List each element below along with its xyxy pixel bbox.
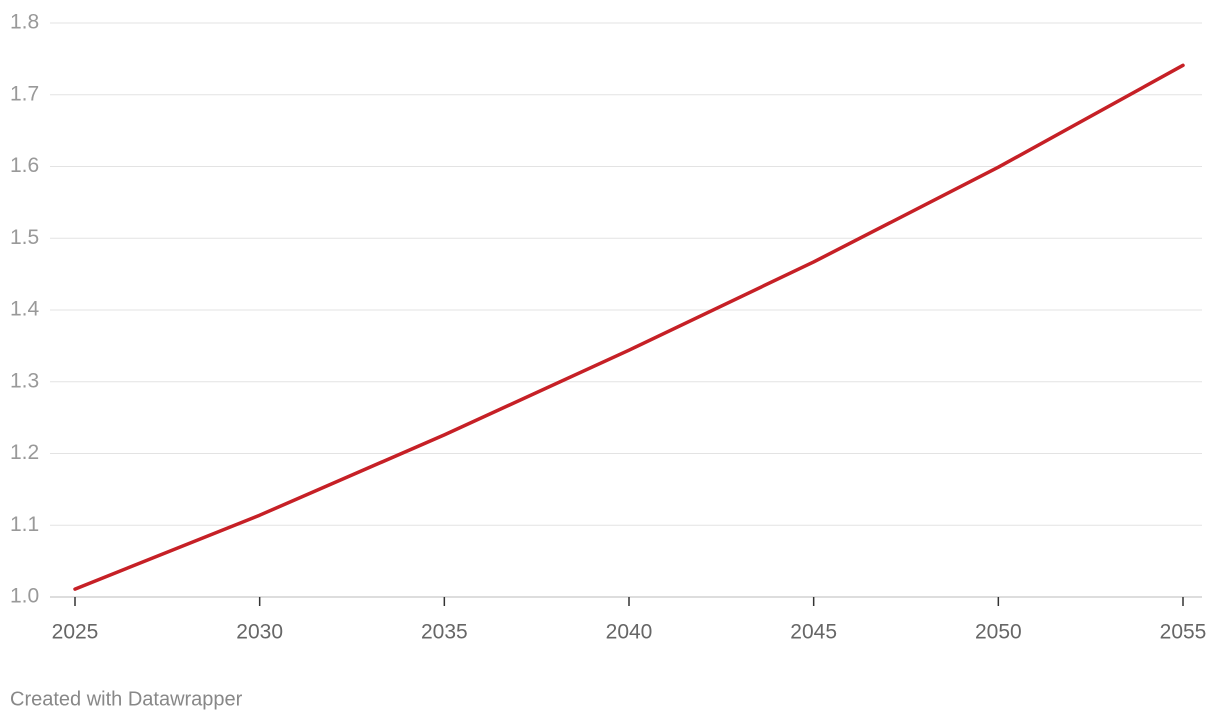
x-tick-label: 2025 xyxy=(52,621,99,644)
y-tick-label: 1.5 xyxy=(10,226,39,249)
y-tick-label: 1.2 xyxy=(10,441,39,464)
y-tick-label: 1.4 xyxy=(10,298,40,321)
y-tick-label: 1.6 xyxy=(10,154,39,177)
x-tick-label: 2035 xyxy=(421,621,468,644)
credit: Created with Datawrapper xyxy=(10,688,243,710)
y-tick-label: 1.7 xyxy=(10,82,39,105)
x-tick-label: 2030 xyxy=(236,621,283,644)
x-tick-label: 2050 xyxy=(975,621,1022,644)
y-tick-label: 1.1 xyxy=(10,513,39,536)
y-tick-label: 1.0 xyxy=(10,585,39,608)
x-tick-label: 2040 xyxy=(606,621,653,644)
x-tick-label: 2045 xyxy=(790,621,837,644)
y-tick-label: 1.3 xyxy=(10,369,39,392)
line xyxy=(73,63,1185,591)
y-tick-label: 1.8 xyxy=(10,11,39,34)
x-tick-label: 2055 xyxy=(1160,621,1207,644)
